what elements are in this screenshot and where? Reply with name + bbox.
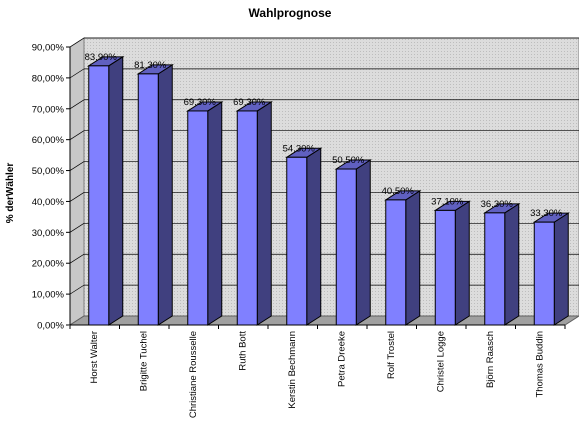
x-tick-label: Petra Dreeke: [336, 331, 347, 387]
plot-area: 0,00% 10,00% 20,00% 30,00% 40,00% 50,00% 60,00…: [32, 37, 579, 418]
bar: [137, 73, 159, 326]
y-tick-label: 0,00%: [37, 321, 64, 332]
data-label: 69,30%: [233, 97, 266, 108]
data-label: 36,30%: [481, 199, 514, 210]
chart-title: Wahlprognose: [249, 6, 332, 20]
gridline-side: [69, 284, 85, 295]
data-label: 54,30%: [283, 143, 316, 154]
x-tick-label: Brigitte Tuchel: [138, 331, 149, 391]
bar: [286, 156, 308, 326]
data-label: 33,30%: [530, 208, 563, 219]
x-tick-label: Ruth Bott: [237, 331, 248, 371]
bar-side: [207, 101, 223, 326]
gridline-side: [69, 223, 85, 233]
x-tick-label: Rolf Trostel: [386, 331, 397, 379]
bar-side: [405, 189, 421, 326]
bar-side: [256, 101, 272, 326]
gridline-side: [69, 161, 85, 171]
data-label: 83,90%: [85, 52, 118, 63]
bar-side: [454, 200, 470, 326]
gridline-side: [69, 130, 85, 140]
y-tick-label: 60,00%: [32, 135, 65, 146]
bar: [434, 209, 456, 326]
y-tick-label: 10,00%: [32, 290, 65, 301]
bar-side: [553, 212, 569, 326]
gridline-side: [69, 99, 85, 110]
bar: [187, 110, 209, 326]
bar-side: [504, 202, 520, 326]
y-tick-label: 40,00%: [32, 197, 65, 208]
x-tick-label: Horst Walter: [89, 331, 100, 383]
bar: [533, 221, 555, 326]
y-tick-label: 50,00%: [32, 166, 65, 177]
data-label: 81,30%: [134, 60, 167, 71]
data-label: 69,30%: [184, 97, 217, 108]
bar-side: [108, 55, 124, 326]
data-label: 40,50%: [382, 186, 415, 197]
y-tick-label: 30,00%: [32, 228, 65, 239]
data-label: 50,50%: [332, 155, 365, 166]
bar: [484, 212, 506, 326]
bar: [385, 199, 407, 326]
y-axis-label: % derWähler: [5, 163, 16, 224]
y-tick-label: 20,00%: [32, 259, 65, 270]
y-tick-label: 80,00%: [32, 73, 65, 84]
data-label: 37,10%: [431, 196, 464, 207]
bar: [88, 65, 110, 326]
x-tick-label: Christel Logge: [435, 331, 446, 392]
x-tick-label: Thomas Buddin: [534, 331, 545, 398]
side-wall: [69, 37, 85, 326]
bar-side: [157, 63, 173, 326]
gridline-side: [69, 253, 85, 264]
gridline-side: [69, 68, 85, 79]
bar: [335, 168, 357, 326]
bar-side: [355, 159, 371, 326]
x-tick-label: Christiane Rousselle: [188, 331, 199, 418]
y-tick-label: 90,00%: [32, 43, 65, 54]
gridline-side: [69, 37, 85, 48]
x-tick-label: Björn Raasch: [485, 331, 496, 388]
y-tick-label: 70,00%: [32, 104, 65, 115]
bar-side: [306, 147, 322, 326]
bar: [236, 110, 258, 326]
x-tick-label: Kerstin Bechmann: [287, 331, 298, 409]
gridline-side: [69, 192, 85, 202]
